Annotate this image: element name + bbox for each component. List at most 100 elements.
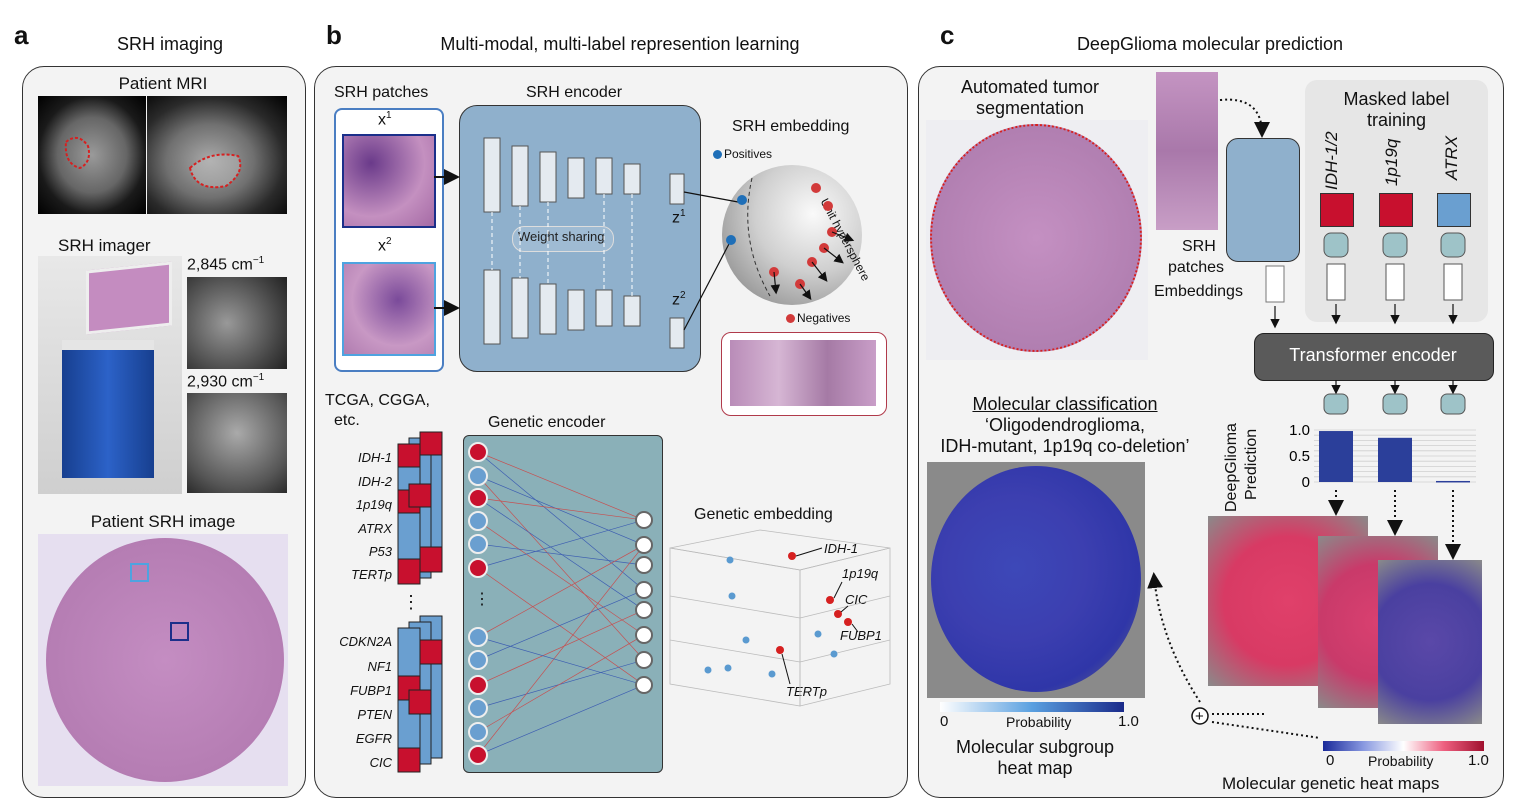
x2-label: x2 [378,236,392,255]
transformer-label: Transformer encoder [1289,345,1457,365]
prediction-bar-idh-1-2 [1319,431,1353,482]
embeddings-label: Embeddings [1154,283,1243,300]
gene-label: IDH-1 [358,450,392,465]
classification-line-1: ‘Oligodendroglioma, [984,415,1146,435]
gene-label: ATRX [358,521,392,536]
positives-dot-legend [713,150,722,159]
network-edges [477,451,645,756]
label-token-idh [1320,193,1354,227]
positives-label: Positives [724,147,773,161]
prediction-bar-atrx [1436,480,1470,483]
heatmap-atrx [1378,560,1482,724]
genetic-embedding-label: Genetic embedding [694,506,833,523]
subgroup-prob-label: Probability [1006,714,1072,730]
masked-label-2: training [1366,110,1427,130]
emb-point-label: 1p19q [842,566,879,581]
mri-label: Patient MRI [118,74,208,93]
subgroup-scale-0: 0 [940,713,949,730]
gene-vector-stack-bottom [397,615,443,773]
mri-tumor-outline [188,153,242,189]
embedding-points [704,552,852,678]
srh-2930-image [187,393,287,493]
srh-tissue-disc [46,538,284,782]
negatives-dot-legend [786,314,795,323]
negative-dot [811,183,821,193]
emb-point-label: IDH-1 [824,541,858,556]
output-tokens [1323,393,1466,415]
mri-tumor-outline [64,136,90,170]
gene-label: EGFR [355,731,392,746]
prediction-bar-1p19q [1378,437,1412,482]
subgroup-label-2: heat map [997,758,1073,778]
transformer-encoder-box [1254,333,1494,381]
plus-sign: + [1195,708,1204,725]
genetic-scale-0: 0 [1326,752,1335,769]
positive-dot [737,195,747,205]
panel-b-title: Multi-modal, multi-label represention le… [440,34,800,54]
prediction-chart: 1.0 0.5 0 [1289,422,1476,491]
genetic-encoder-label: Genetic encoder [488,414,606,431]
gene-vector-stack-top [397,431,443,585]
mri-axial-image [38,96,146,214]
panel-a-letter: a [14,20,29,50]
segmented-tissue [930,124,1142,352]
genetic-maps-label: Molecular genetic heat maps [1222,774,1440,793]
srh-encoder-label: SRH encoder [526,84,623,101]
gene-label: CIC [369,755,392,770]
y-tick-label: 0 [1302,474,1310,491]
datasets-label: TCGA, CGGA, [325,392,430,409]
subgroup-colorbar [940,702,1124,712]
negatives-label: Negatives [797,311,851,325]
patches-label: SRH patches [334,84,429,101]
wavenumber-1: 2,845 cm−1 [187,255,265,274]
y-tick-label: 0.5 [1289,448,1310,465]
gene-label: P53 [368,544,392,559]
gene-label: TERTp [351,567,392,582]
svg-text:⋮: ⋮ [474,591,490,608]
emb-point-label: FUBP1 [840,628,882,643]
classification-line-2: IDH-mutant, 1p19q co-deletion’ [940,436,1190,456]
masked-label: Masked label [1343,89,1450,109]
gene-ellipsis: ⋮ [402,592,420,612]
embedding-3d-grid [669,529,891,707]
embedding-token [1265,265,1285,303]
genetic-scale-1: 1.0 [1468,752,1489,769]
imager-label: SRH imager [58,236,151,255]
gene-label: 1p19q [355,497,392,512]
embedding-line [683,241,731,331]
srh-embedding-label: SRH embedding [732,118,850,135]
embedding-line [683,191,739,203]
patch-x1 [342,134,436,228]
label-token-1p19q [1379,193,1413,227]
imager-cabinet [62,340,154,478]
z2-label: z2 [672,290,686,309]
x1-label: x1 [378,110,392,129]
sum-symbol [1191,707,1209,725]
gene-label: IDH-2 [358,474,392,489]
panel-c-title: DeepGlioma molecular prediction [1076,34,1344,54]
network-input-nodes [468,442,488,765]
subgroup-scale-1: 1.0 [1118,713,1139,730]
subgroup-label: Molecular subgroup [955,737,1115,757]
encoder-layers-top [483,137,685,213]
weight-sharing-label: Weight sharing [518,229,605,244]
genetic-colorbar [1323,741,1484,751]
segmentation-label-2: segmentation [975,98,1085,118]
patch-x2 [342,262,436,356]
srh-image-label: Patient SRH image [90,512,236,531]
panel-a-title: SRH imaging [116,34,224,54]
patch-marker-light [130,563,149,582]
weight-sharing-pill [512,226,614,252]
subgroup-heatmap-disc [931,466,1141,692]
srh-2845-image [187,277,287,369]
positive-dot [726,235,736,245]
encoder-layers-bottom [483,269,685,349]
token-embeddings [1323,232,1466,301]
classification-title: Molecular classification [972,394,1158,414]
patches-label-c: patches [1168,259,1225,276]
gene-label: FUBP1 [350,683,392,698]
genetic-prob-label: Probability [1368,753,1434,769]
y-tick-label: 1.0 [1289,422,1310,439]
emb-point-label: TERTp [786,684,827,699]
